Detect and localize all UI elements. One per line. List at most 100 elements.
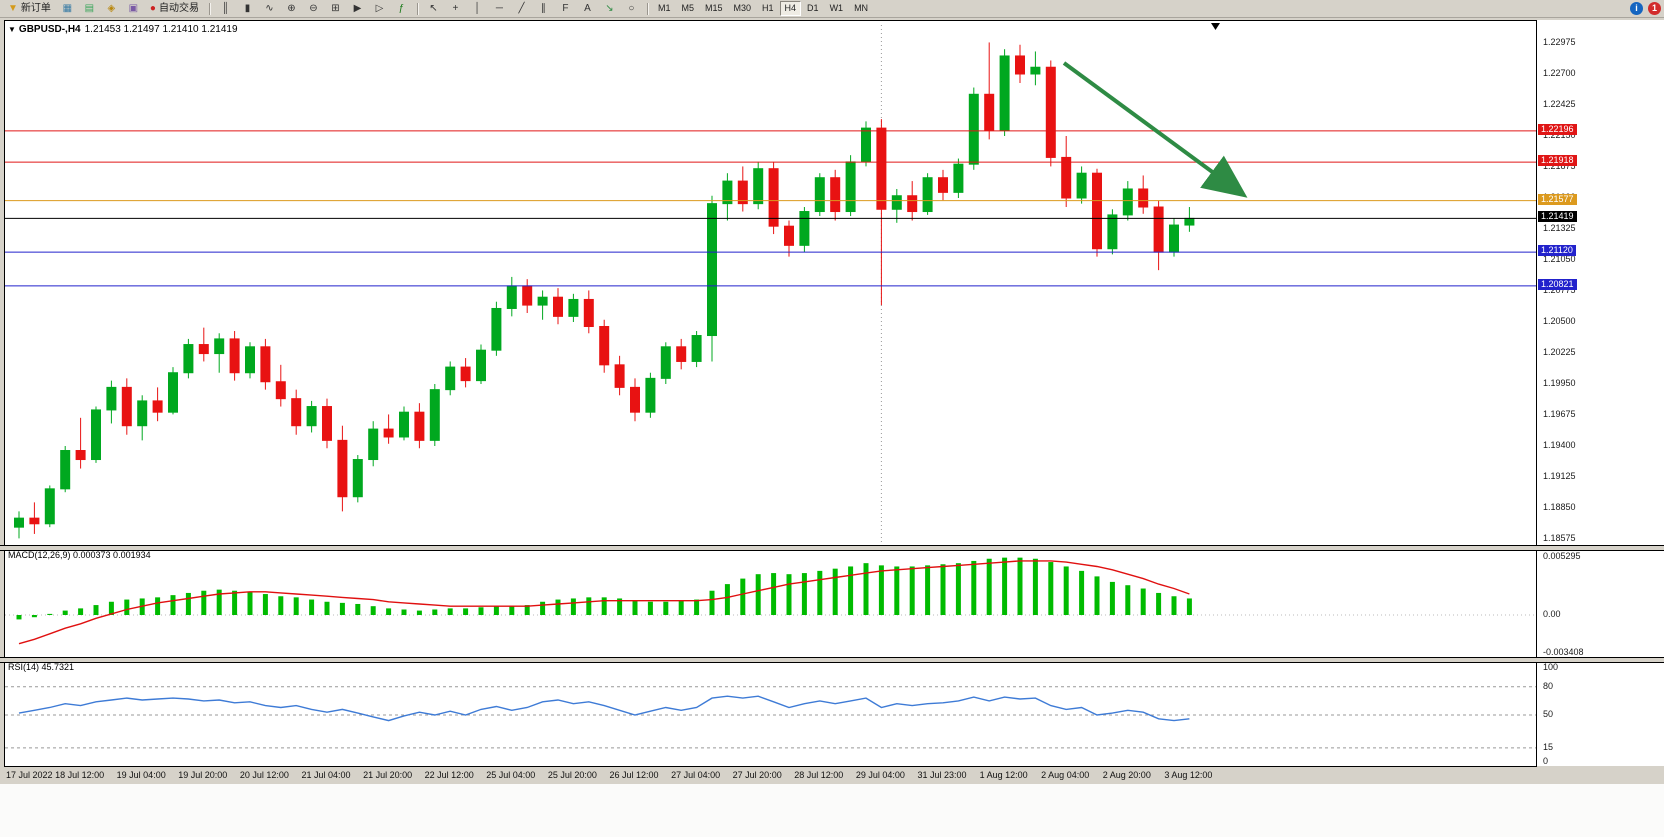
time-label: 27 Jul 04:00	[671, 770, 721, 780]
autotrading-button[interactable]: ● 自动交易	[145, 1, 204, 17]
price-tick: 1.19950	[1543, 378, 1576, 388]
price-marker-1.20821: 1.20821	[1538, 279, 1577, 290]
time-label: 27 Jul 20:00	[732, 770, 782, 780]
notifications-badge[interactable]: 1	[1648, 2, 1661, 15]
new-order-button[interactable]: ▼ 新订单	[3, 1, 56, 17]
price-tick: 1.21875	[1543, 161, 1576, 171]
price-tick: 1.22150	[1543, 130, 1576, 140]
time-label: 22 Jul 12:00	[424, 770, 474, 780]
fibonacci-icon[interactable]: F	[562, 2, 569, 14]
timeframe-button-d1[interactable]: D1	[807, 3, 819, 13]
timeframe-button-h4[interactable]: H4	[779, 1, 802, 16]
bar-chart-icon[interactable]: ║	[221, 2, 229, 14]
time-label: 1 Aug 12:00	[979, 770, 1028, 780]
price-marker-1.21419: 1.21419	[1538, 211, 1577, 222]
chart-shift-marker[interactable]	[1211, 23, 1220, 30]
candlesticks	[14, 42, 1195, 539]
price-tick: 1.20775	[1543, 285, 1576, 295]
toolbar-separator	[646, 2, 648, 15]
shapes-icon[interactable]: ○	[628, 2, 635, 14]
price-tick: 1.18575	[1543, 533, 1576, 543]
symbol-dropdown-icon[interactable]: ▼	[8, 25, 16, 34]
horizontal-line-icon[interactable]: ─	[495, 2, 503, 14]
navigator-icon[interactable]: ◈	[107, 2, 116, 14]
toolbar: ▼ 新订单 ▦ ▤ ◈ ▣ ● 自动交易 ║ ▮ ∿ ⊕ ⊖ ⊞ ▶ ▷ ƒ ↖ + │ ─ ╱ ∥ F A ↘ ○ M1 M5 M15 M…	[0, 0, 1664, 18]
price-marker-1.21120: 1.21120	[1538, 245, 1576, 256]
channel-icon[interactable]: ∥	[540, 2, 546, 14]
chart-symbol: GBPUSD-,H4	[18, 24, 81, 35]
data-window-icon[interactable]: ▤	[84, 2, 95, 14]
time-label: 25 Jul 04:00	[486, 770, 536, 780]
macd-indicator-label: MACD(12,26,9) 0.000373 0.001934	[8, 550, 151, 560]
chart-title: ▼ GBPUSD-,H4 1.21453 1.21497 1.21410 1.214…	[8, 24, 238, 35]
timeframe-button-m30[interactable]: M30	[733, 3, 752, 13]
new-order-icon: ▼	[8, 2, 18, 14]
macd-scale-tick: -0.003408	[1543, 647, 1584, 657]
time-label: 20 Jul 12:00	[239, 770, 289, 780]
auto-scroll-icon[interactable]: ▶	[353, 2, 362, 14]
time-label: 2 Aug 04:00	[1041, 770, 1090, 780]
community-icon[interactable]: i	[1630, 2, 1643, 15]
chart-window[interactable]	[4, 20, 1537, 767]
macd-scale-tick: 0.005295	[1543, 551, 1581, 561]
pane-separator-macd[interactable]	[0, 545, 1664, 551]
timeframe-button-w1[interactable]: W1	[829, 3, 844, 13]
timeframe-button-h1[interactable]: H1	[762, 3, 774, 13]
crosshair-icon[interactable]: +	[452, 2, 459, 14]
price-chart-canvas[interactable]	[5, 21, 1536, 766]
chart-ohlc: 1.21453 1.21497 1.21410 1.21419	[84, 24, 238, 35]
arrow-tool-icon[interactable]: ↘	[605, 2, 614, 14]
time-label: 19 Jul 20:00	[178, 770, 228, 780]
line-chart-icon[interactable]: ∿	[265, 2, 274, 14]
candlestick-chart-icon[interactable]: ▮	[244, 2, 251, 14]
price-tick: 1.19125	[1543, 471, 1576, 481]
terminal-icon[interactable]: ▣	[128, 2, 139, 14]
time-label: 19 Jul 04:00	[116, 770, 166, 780]
timeframe-button-m15[interactable]: M15	[704, 3, 723, 13]
indicators-icon[interactable]: ƒ	[398, 2, 405, 14]
zoom-out-icon[interactable]: ⊖	[309, 2, 318, 14]
rsi-level-lines	[5, 686, 1536, 749]
time-label: 21 Jul 04:00	[301, 770, 351, 780]
rsi-scale-tick: 0	[1543, 756, 1549, 766]
horizontal-levels[interactable]	[5, 130, 1536, 287]
rsi-scale-tick: 100	[1543, 662, 1559, 672]
price-tick: 1.20500	[1543, 316, 1576, 326]
time-label: 18 Jul 12:00	[55, 770, 105, 780]
timeframe-button-m1[interactable]: M1	[657, 3, 671, 13]
trend-arrow[interactable]	[1062, 61, 1248, 198]
chart-shift-icon[interactable]: ▷	[375, 2, 384, 14]
price-marker-1.22196: 1.22196	[1538, 124, 1577, 135]
rsi-line	[18, 695, 1190, 722]
price-marker-1.21577: 1.21577	[1538, 194, 1577, 205]
rsi-indicator-label: RSI(14) 45.7321	[8, 662, 75, 672]
timeframe-button-mn[interactable]: MN	[854, 3, 869, 13]
macd-scale-tick: 0.00	[1543, 609, 1561, 619]
autotrading-icon: ●	[149, 2, 156, 14]
tile-windows-icon[interactable]: ⊞	[331, 2, 340, 14]
text-icon[interactable]: A	[584, 2, 591, 14]
macd-histogram	[16, 557, 1192, 620]
price-marker-1.21918: 1.21918	[1538, 155, 1577, 166]
vertical-line-icon[interactable]: │	[474, 2, 481, 14]
timeframe-button-m5[interactable]: M5	[681, 3, 694, 13]
cursor-icon[interactable]: ↖	[429, 2, 438, 14]
rsi-scale-tick: 50	[1543, 709, 1554, 719]
price-tick: 1.22425	[1543, 99, 1576, 109]
pane-separator-rsi[interactable]	[0, 657, 1664, 663]
bottom-space	[0, 784, 1664, 837]
rsi-scale-tick: 15	[1543, 742, 1554, 752]
market-watch-icon[interactable]: ▦	[62, 2, 73, 14]
price-tick: 1.21325	[1543, 223, 1576, 233]
time-label: 21 Jul 20:00	[363, 770, 413, 780]
toolbar-separator	[416, 2, 418, 15]
zoom-in-icon[interactable]: ⊕	[287, 2, 296, 14]
price-tick: 1.19675	[1543, 409, 1576, 419]
macd-signal-line	[18, 560, 1190, 645]
price-scale[interactable]: 1.229751.227001.224251.221501.218751.216…	[1537, 20, 1664, 766]
new-order-label: 新订单	[20, 2, 51, 14]
time-axis[interactable]: 17 Jul 2022 18 Jul 12:00 19 Jul 04:00 19 Ju…	[0, 767, 1664, 784]
time-label: 2 Aug 20:00	[1102, 770, 1151, 780]
trendline-icon[interactable]: ╱	[518, 2, 525, 14]
